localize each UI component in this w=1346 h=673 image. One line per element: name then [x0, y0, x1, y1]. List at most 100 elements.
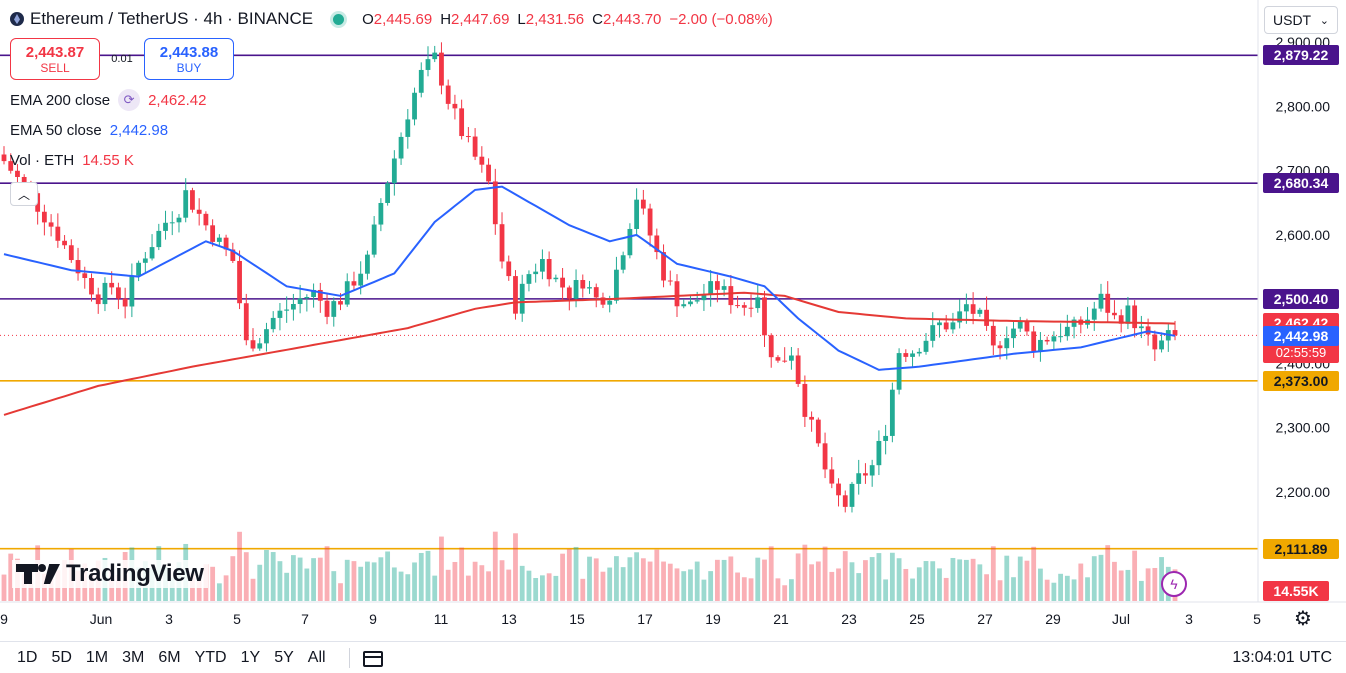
timeframe-ytd-button[interactable]: YTD — [188, 649, 234, 667]
time-tick-label: 21 — [773, 611, 789, 627]
volume-bar — [614, 556, 619, 601]
currency-select[interactable]: USDT ⌄ — [1264, 6, 1338, 34]
volume-bar — [533, 578, 539, 601]
volume-bar — [997, 580, 1003, 601]
calendar-icon[interactable] — [362, 648, 384, 668]
candle — [116, 282, 121, 310]
timeframe-buttons: 1D 5D 1M 3M 6M YTD 1Y 5Y All — [10, 649, 333, 667]
volume-bar — [728, 556, 734, 601]
price-chart[interactable]: 2,200.002,300.002,400.002,500.002,600.00… — [0, 0, 1346, 641]
candle — [970, 292, 976, 325]
candle — [1051, 331, 1057, 351]
volume-bar — [418, 552, 424, 601]
volume-bar — [977, 564, 983, 601]
timeframe-all-button[interactable]: All — [301, 649, 333, 667]
spread-value: 0.01 — [111, 53, 133, 65]
buy-button[interactable]: 2,443.88 BUY — [144, 38, 234, 80]
level-price-tag: 2,373.00 — [1263, 370, 1339, 391]
volume-bar — [1132, 550, 1138, 601]
clock[interactable]: 13:04:01 UTC — [1232, 648, 1332, 666]
candle — [452, 94, 458, 120]
candle — [183, 178, 189, 223]
volume-bar — [398, 571, 404, 601]
timeframe-1y-button[interactable]: 1Y — [234, 649, 268, 667]
candle — [15, 164, 20, 183]
candle — [62, 235, 67, 249]
candle — [977, 307, 983, 317]
volume-bar — [1064, 575, 1070, 601]
time-tick-label: 29 — [1045, 611, 1061, 627]
volume-bar — [869, 557, 875, 601]
candle — [445, 79, 451, 110]
lightning-icon[interactable]: ϟ — [1161, 571, 1187, 597]
symbol-title[interactable]: Ethereum / TetherUS · 4h · BINANCE — [30, 9, 314, 28]
sell-button[interactable]: 2,443.87 SELL — [10, 38, 100, 80]
volume-bar — [331, 571, 337, 601]
tradingview-logo[interactable]: TradingView — [12, 560, 208, 588]
candle — [418, 62, 424, 98]
low-value: 2,431.56 — [525, 10, 585, 28]
volume-bar — [735, 572, 740, 601]
collapse-legend-button[interactable]: ︿ — [10, 182, 38, 206]
legend-volume[interactable]: Vol · ETH 14.55 K — [10, 149, 134, 171]
candle — [230, 242, 236, 263]
volume-bar — [1004, 555, 1010, 601]
timeframe-1m-button[interactable]: 1M — [79, 649, 115, 667]
candle — [412, 87, 417, 126]
volume-bar — [506, 569, 512, 601]
candle — [459, 99, 465, 140]
candle — [910, 350, 915, 367]
volume-bar — [566, 549, 572, 601]
volume-bar — [883, 579, 889, 601]
legend-ema200[interactable]: EMA 200 close ⟳ 2,462.42 — [10, 89, 206, 111]
volume-bar — [634, 552, 640, 601]
candle — [593, 283, 599, 308]
candle — [762, 290, 767, 347]
candle — [223, 234, 229, 257]
timeframe-1d-button[interactable]: 1D — [10, 649, 44, 667]
candle — [1125, 296, 1131, 330]
volume-bar — [519, 565, 525, 601]
timeframe-5d-button[interactable]: 5D — [44, 649, 78, 667]
ema50-value: 2,442.98 — [109, 121, 169, 139]
candle — [351, 271, 357, 291]
volume-bar — [694, 561, 700, 601]
volume-bar — [741, 577, 747, 601]
volume-bar — [627, 557, 633, 601]
gear-icon[interactable]: ⚙ — [1294, 607, 1312, 630]
volume-bar — [553, 575, 559, 601]
volume-bar — [970, 558, 976, 601]
candle — [809, 411, 814, 432]
sell-price: 2,443.87 — [25, 43, 85, 61]
legend-ema50[interactable]: EMA 50 close 2,442.98 — [10, 119, 168, 141]
timeframe-6m-button[interactable]: 6M — [151, 649, 187, 667]
price-tick-label: 2,800.00 — [1276, 98, 1331, 114]
chevron-down-icon: ⌄ — [1319, 14, 1329, 27]
timeframe-3m-button[interactable]: 3M — [115, 649, 151, 667]
candle — [876, 430, 882, 476]
volume-bar — [405, 574, 411, 601]
volume-bar — [472, 561, 478, 601]
candle — [486, 158, 491, 185]
volume-bar — [210, 566, 216, 601]
volume-bar — [284, 572, 290, 601]
volume-bar — [277, 561, 283, 601]
volume-bar — [1112, 561, 1117, 601]
candle — [243, 293, 249, 346]
volume-bar — [856, 573, 862, 601]
trade-panel: 2,443.87 SELL 0.01 2,443.88 BUY — [10, 38, 234, 80]
timeframe-5y-button[interactable]: 5Y — [267, 649, 301, 667]
candle — [237, 250, 242, 310]
volume-bar — [492, 531, 498, 601]
candle — [102, 277, 108, 312]
volume-bar — [230, 556, 236, 601]
candle — [311, 283, 316, 308]
candle — [1112, 300, 1117, 320]
candle — [957, 299, 963, 329]
candle — [270, 311, 276, 333]
time-axis: 9 Jun 3 5 7 9 11 13 15 17 19 21 23 25 27 29 Jul 3 5 — [0, 611, 1261, 627]
candle — [439, 42, 444, 95]
volume-bar — [815, 561, 821, 601]
symbol-header[interactable]: Ethereum / TetherUS · 4h · BINANCE O 2,4… — [10, 6, 781, 32]
time-tick-label: 3 — [1185, 611, 1193, 627]
